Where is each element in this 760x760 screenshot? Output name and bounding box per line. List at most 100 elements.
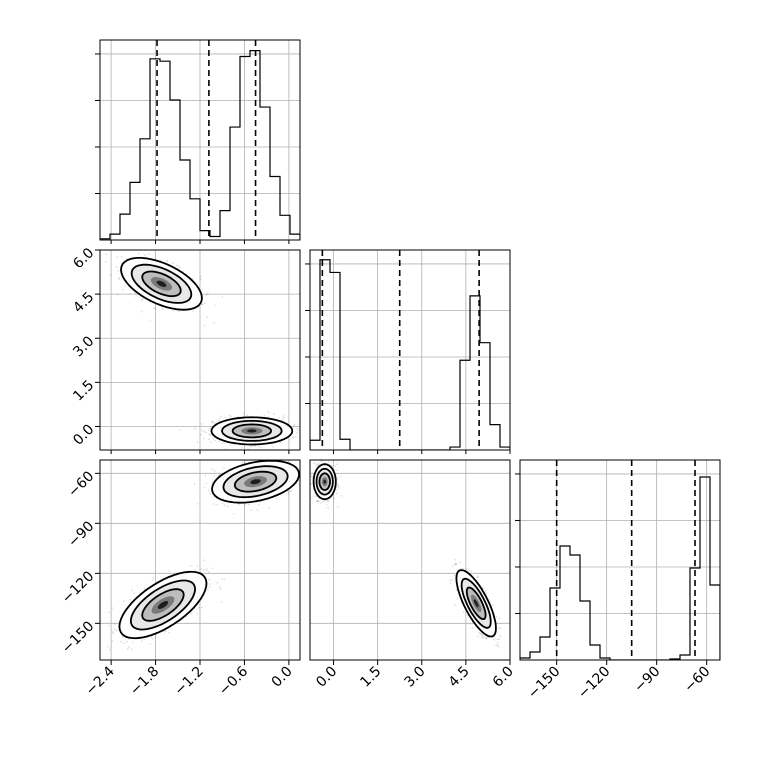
scatter-point [497, 645, 500, 648]
scatter-point [282, 415, 285, 417]
density-contour [247, 429, 257, 433]
scatter-point [336, 492, 338, 495]
scatter-point [122, 600, 125, 602]
scatter-point [204, 474, 207, 477]
scatter-point [207, 438, 210, 441]
scatter-point [496, 638, 499, 641]
scatter-point [320, 502, 322, 504]
scatter-point [306, 478, 308, 480]
scatter-point [165, 260, 168, 263]
scatter-point [221, 502, 224, 505]
scatter-point [223, 442, 226, 444]
scatter-point [226, 505, 229, 508]
x-tick-label: −60 [681, 664, 713, 696]
scatter-point [218, 440, 221, 443]
scatter-point [477, 635, 479, 638]
scatter-point [283, 416, 285, 419]
scatter-point [212, 437, 215, 440]
scatter-point [128, 293, 131, 295]
scatter-point [109, 274, 112, 276]
scatter-point [196, 503, 199, 505]
scatter-point [325, 503, 328, 506]
scatter-point [340, 495, 343, 497]
scatter-point [480, 634, 483, 637]
scatter-point [296, 432, 298, 434]
scatter-point [247, 503, 250, 506]
scatter-point [192, 310, 195, 313]
scatter-point [454, 563, 456, 565]
scatter-point [128, 646, 130, 649]
scatter-point [140, 297, 143, 300]
scatter-point [243, 412, 245, 415]
scatter-point [196, 565, 199, 567]
scatter-point [117, 278, 120, 280]
scatter-point [116, 293, 119, 296]
scatter-point [132, 592, 135, 595]
scatter-point [454, 563, 457, 566]
scatter-point [117, 269, 120, 272]
scatter-point [205, 294, 208, 296]
x-tick-label: 3.0 [402, 664, 429, 691]
scatter-point [193, 482, 196, 485]
scatter-point [337, 484, 340, 487]
scatter-point [302, 422, 304, 424]
scatter-point [455, 563, 458, 565]
x-tick-label: 0.0 [313, 664, 340, 691]
scatter-point [216, 503, 219, 506]
hist-panel-2 [515, 459, 721, 661]
scatter-point [218, 417, 221, 420]
scatter-point [335, 488, 338, 491]
scatter-point [205, 569, 208, 572]
scatter-point [481, 637, 484, 639]
scatter-point [122, 288, 125, 291]
scatter-point [455, 562, 457, 565]
scatter-point [211, 567, 214, 570]
scatter-point [469, 623, 472, 626]
scatter-point [150, 636, 153, 638]
scatter-point [172, 262, 174, 265]
scatter-point [336, 482, 339, 485]
scatter-point [203, 569, 205, 571]
scatter-point [140, 310, 143, 313]
scatter-point [208, 578, 211, 581]
scatter-point [338, 487, 340, 489]
y-tick-label: 3.0 [70, 333, 97, 360]
scatter-point [330, 464, 333, 467]
scatter-point [256, 509, 259, 511]
scatter-point [499, 627, 502, 630]
scatter-point [302, 497, 304, 499]
scatter-point [491, 604, 494, 606]
scatter-point [479, 632, 482, 635]
scatter-point [326, 500, 329, 503]
scatter-point [315, 464, 317, 467]
scatter-point [223, 504, 226, 507]
x-tick-label: −150 [525, 664, 564, 703]
scatter-point [292, 436, 295, 438]
scatter-point [199, 275, 202, 278]
scatter-point [214, 439, 217, 442]
scatter-point [244, 503, 246, 506]
scatter-point [220, 587, 222, 590]
x-tick-label: 6.0 [490, 664, 517, 691]
scatter-point [214, 454, 216, 456]
scatter-point [194, 428, 197, 431]
scatter-point [199, 278, 202, 281]
scatter-point [480, 632, 482, 634]
scatter-point [177, 265, 180, 267]
scatter-point [496, 644, 499, 647]
scatter-point [496, 641, 499, 644]
scatter-point [292, 424, 295, 427]
scatter-point [190, 612, 192, 615]
scatter-point [205, 568, 208, 570]
density-content [100, 250, 304, 450]
scatter-point [287, 492, 290, 495]
scatter-point [281, 418, 284, 421]
scatter-point [206, 316, 209, 319]
scatter-point [290, 490, 292, 493]
density-content [310, 460, 510, 660]
x-tick-label: −0.6 [216, 663, 251, 698]
scatter-point [213, 503, 215, 505]
scatter-point [142, 298, 144, 300]
scatter-point [499, 635, 502, 638]
scatter-point [485, 590, 487, 592]
